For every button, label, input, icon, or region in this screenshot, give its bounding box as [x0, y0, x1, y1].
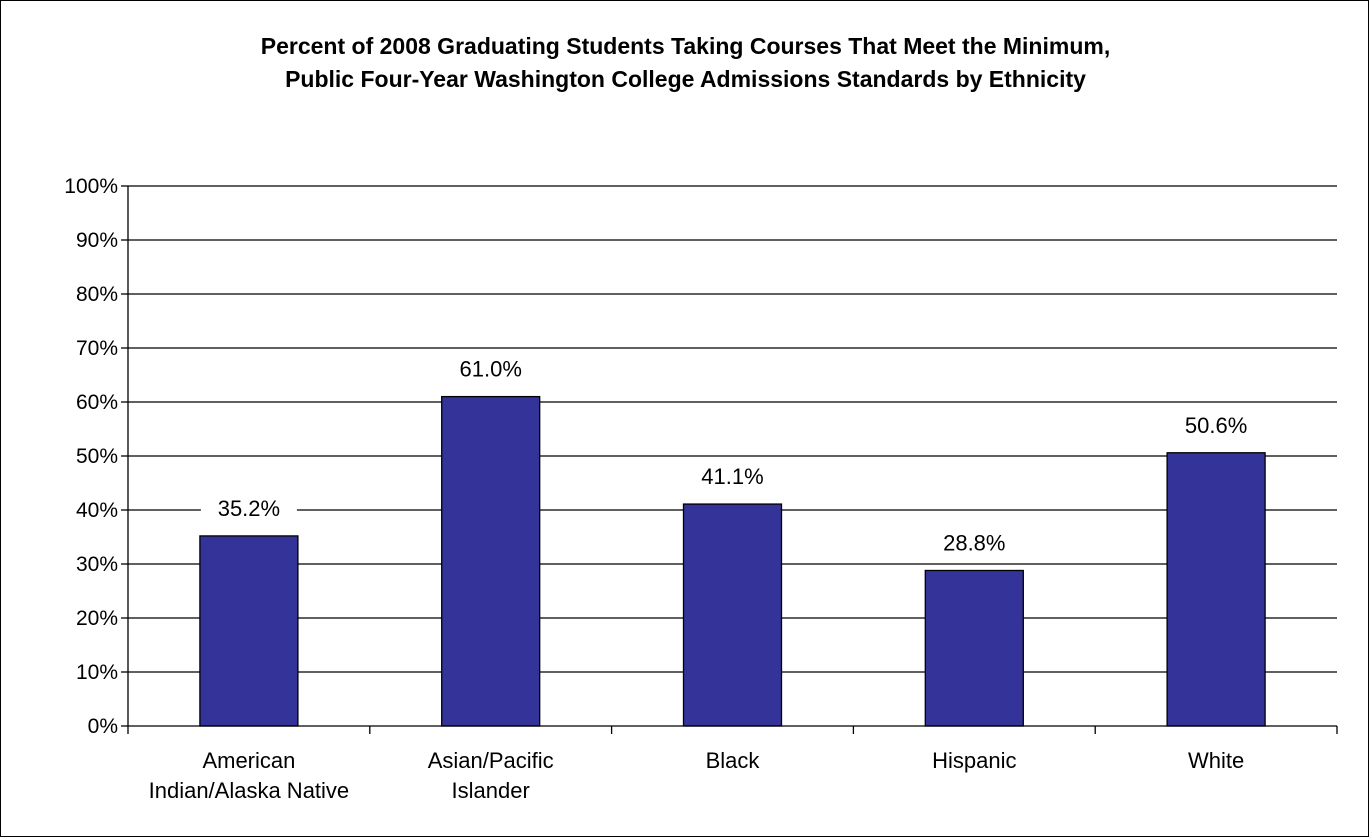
chart-title: Percent of 2008 Graduating Students Taki…: [0, 30, 1371, 96]
data-label-background: [1168, 410, 1265, 440]
data-label: 50.6%: [1185, 413, 1247, 438]
y-tick-label: 0%: [88, 715, 118, 738]
y-tick-label: 100%: [64, 175, 118, 198]
bars: [199, 395, 1266, 727]
bar: [1166, 452, 1266, 727]
y-tick-label: 80%: [76, 283, 118, 306]
bar: [924, 569, 1024, 727]
y-tick-label: 20%: [76, 607, 118, 630]
y-tick-label: 30%: [76, 553, 118, 576]
bar: [199, 535, 299, 727]
data-label-background: [200, 493, 297, 523]
y-tick-label: 10%: [76, 661, 118, 684]
x-tick-label: White: [1188, 748, 1244, 773]
y-tick-label: 90%: [76, 229, 118, 252]
data-label-background: [442, 354, 539, 384]
data-label-background: [926, 528, 1023, 558]
data-label: 28.8%: [943, 530, 1005, 555]
x-tick-labels: American Indian/Alaska Native Asian/Pacifi…: [149, 748, 1245, 803]
chart-title-line-1: Percent of 2008 Graduating Students Taki…: [260, 33, 1111, 59]
data-labels: 35.2% 61.0% 41.1% 28.8% 50.6%: [200, 354, 1265, 558]
x-tick-label: Indian/Alaska Native: [149, 778, 350, 803]
data-label: 35.2%: [218, 496, 280, 521]
y-tick-label: 60%: [76, 391, 118, 414]
x-tick-label: Black: [706, 748, 761, 773]
data-label-background: [684, 462, 781, 492]
chart-title-line-2: Public Four-Year Washington College Admi…: [285, 66, 1086, 92]
y-tick-label: 70%: [76, 337, 118, 360]
x-tick-label: American: [202, 748, 295, 773]
axes: [121, 185, 1338, 734]
data-label: 61.0%: [460, 357, 522, 382]
bar: [682, 503, 783, 727]
x-tick-label: Hispanic: [932, 748, 1016, 773]
bar: [441, 395, 541, 727]
y-tick-label: 40%: [76, 499, 118, 522]
x-tick-label: Asian/Pacific: [428, 748, 554, 773]
y-tick-labels: 0% 10% 20% 30% 40% 50% 60% 70% 80% 90% 100%: [64, 175, 118, 738]
x-tick-label: Islander: [452, 778, 530, 803]
data-label: 41.1%: [701, 464, 763, 489]
y-tick-label: 50%: [76, 445, 118, 468]
